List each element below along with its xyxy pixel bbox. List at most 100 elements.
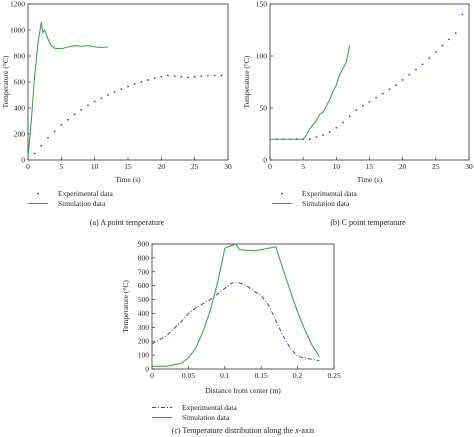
y-tick-label: 800 bbox=[14, 52, 26, 61]
x-tick-label: 0.1 bbox=[220, 371, 230, 380]
y-tick-label: 50 bbox=[260, 104, 268, 113]
y-tick-label: 700 bbox=[138, 267, 150, 276]
experimental-point bbox=[368, 100, 371, 103]
experimental-point bbox=[328, 131, 331, 133]
x-tick-label: 0 bbox=[26, 162, 30, 171]
x-tick-label: 0.25 bbox=[327, 371, 340, 380]
plot-frame bbox=[27, 3, 229, 161]
x-tick-label: 10 bbox=[333, 162, 341, 171]
experimental-point bbox=[200, 75, 203, 78]
experimental-point bbox=[395, 84, 397, 87]
y-tick-label: 0 bbox=[263, 156, 267, 165]
experimental-point bbox=[47, 137, 49, 139]
y-axis-label: Temperature (°C) bbox=[121, 280, 130, 333]
plot-frame bbox=[151, 243, 335, 370]
experimental-point bbox=[388, 88, 391, 91]
x-tick-label: 25 bbox=[191, 162, 199, 171]
y-tick-label: 800 bbox=[138, 253, 150, 262]
legend-label: Experimental data bbox=[182, 403, 237, 412]
x-axis-label: Distance from center (m) bbox=[205, 386, 281, 395]
x-tick-label: 15 bbox=[366, 162, 374, 171]
experimental-point bbox=[140, 81, 143, 83]
experimental-point bbox=[40, 144, 43, 147]
experimental-point bbox=[448, 38, 450, 41]
experimental-point bbox=[381, 92, 384, 95]
y-tick-label: 600 bbox=[138, 281, 150, 290]
x-tick-label: 10 bbox=[91, 162, 99, 171]
panel-b: 0 5 10 15 20 25 30 0 50 100 150 Time (s) Temperature… bbox=[242, 0, 473, 227]
experimental-point bbox=[207, 74, 209, 77]
x-tick-label: 0 bbox=[150, 371, 154, 380]
y-tick-label: 0 bbox=[21, 156, 25, 165]
experimental-point bbox=[348, 115, 351, 118]
x-tick-label: 5 bbox=[301, 162, 305, 171]
y-axis-label: Temperature (°C) bbox=[1, 55, 10, 108]
experimental-point bbox=[167, 74, 169, 77]
x-tick-label: 0.2 bbox=[293, 371, 303, 380]
x-tick-label: 25 bbox=[432, 162, 440, 171]
x-axis-label: Time (s) bbox=[357, 175, 383, 184]
panel-a: 0 5 10 15 20 25 30 0 200 400 600 800 1000 1200 Time (s… bbox=[1, 0, 232, 227]
experimental-point bbox=[73, 113, 76, 116]
legend-label: Simulation data bbox=[58, 199, 106, 208]
y-tick-label: 1000 bbox=[10, 26, 25, 35]
experimental-point bbox=[173, 75, 176, 78]
y-tick-label: 0 bbox=[145, 365, 149, 374]
y-axis-label: Temperature (°C) bbox=[242, 55, 251, 108]
experimental-point bbox=[80, 109, 83, 111]
x-tick-label: 0 bbox=[268, 162, 272, 171]
experimental-point bbox=[113, 90, 116, 93]
y-tick-label: 300 bbox=[138, 323, 150, 332]
experimental-point bbox=[213, 74, 216, 77]
panel-caption: (b) C point temperature bbox=[330, 218, 406, 227]
experimental-point bbox=[375, 96, 378, 99]
experimental-point bbox=[100, 97, 103, 100]
y-tick-label: 200 bbox=[138, 337, 150, 346]
experimental-point bbox=[127, 85, 129, 88]
y-tick-label: 1200 bbox=[10, 0, 25, 9]
simulation-line bbox=[152, 243, 320, 367]
experimental-point bbox=[220, 74, 223, 77]
experimental-point bbox=[87, 104, 89, 107]
experimental-point bbox=[120, 88, 123, 91]
legend-label: Simulation data bbox=[302, 199, 350, 208]
simulation-line bbox=[270, 45, 351, 140]
experimental-point bbox=[153, 77, 156, 79]
panel-c: 0 0.05 0.1 0.15 0.2 0.25 0 100 200 300 400 500 600 70… bbox=[121, 240, 341, 436]
x-tick-label: 5 bbox=[59, 162, 63, 171]
caption-text: -axis bbox=[299, 426, 315, 435]
legend-marker-experimental bbox=[281, 192, 283, 195]
experimental-point bbox=[342, 121, 344, 124]
y-tick-label: 600 bbox=[14, 78, 26, 87]
legend-marker-experimental bbox=[37, 192, 39, 195]
experimental-point bbox=[67, 118, 69, 121]
y-tick-label: 500 bbox=[138, 295, 150, 304]
caption-axis: x bbox=[294, 426, 299, 435]
experimental-point bbox=[428, 57, 431, 59]
y-tick-label: 100 bbox=[138, 351, 150, 360]
simulation-line bbox=[27, 21, 109, 158]
experimental-point bbox=[308, 138, 311, 141]
experimental-point bbox=[33, 152, 36, 155]
experimental-point bbox=[322, 134, 324, 136]
experimental-point bbox=[107, 94, 109, 96]
experimental-point bbox=[315, 136, 318, 139]
x-axis-label: Time (s) bbox=[115, 175, 141, 184]
legend-label: Simulation data bbox=[182, 413, 230, 422]
legend-label: Experimental data bbox=[302, 189, 357, 198]
experimental-point bbox=[193, 75, 196, 78]
x-tick-label: 0.05 bbox=[182, 371, 195, 380]
panel-caption: (c) Temperature distribution along the x… bbox=[172, 426, 315, 435]
experimental-point bbox=[187, 76, 189, 79]
experimental-line bbox=[151, 282, 320, 362]
experimental-point bbox=[408, 73, 411, 76]
x-tick-label: 20 bbox=[399, 162, 407, 171]
x-tick-label: 0.15 bbox=[255, 371, 268, 380]
experimental-point bbox=[415, 68, 417, 71]
experimental-point bbox=[421, 63, 424, 66]
y-tick-label: 150 bbox=[256, 0, 268, 9]
experimental-point bbox=[147, 79, 149, 81]
experimental-point bbox=[454, 32, 457, 35]
experimental-point bbox=[355, 109, 358, 111]
y-tick-label: 900 bbox=[138, 240, 150, 249]
